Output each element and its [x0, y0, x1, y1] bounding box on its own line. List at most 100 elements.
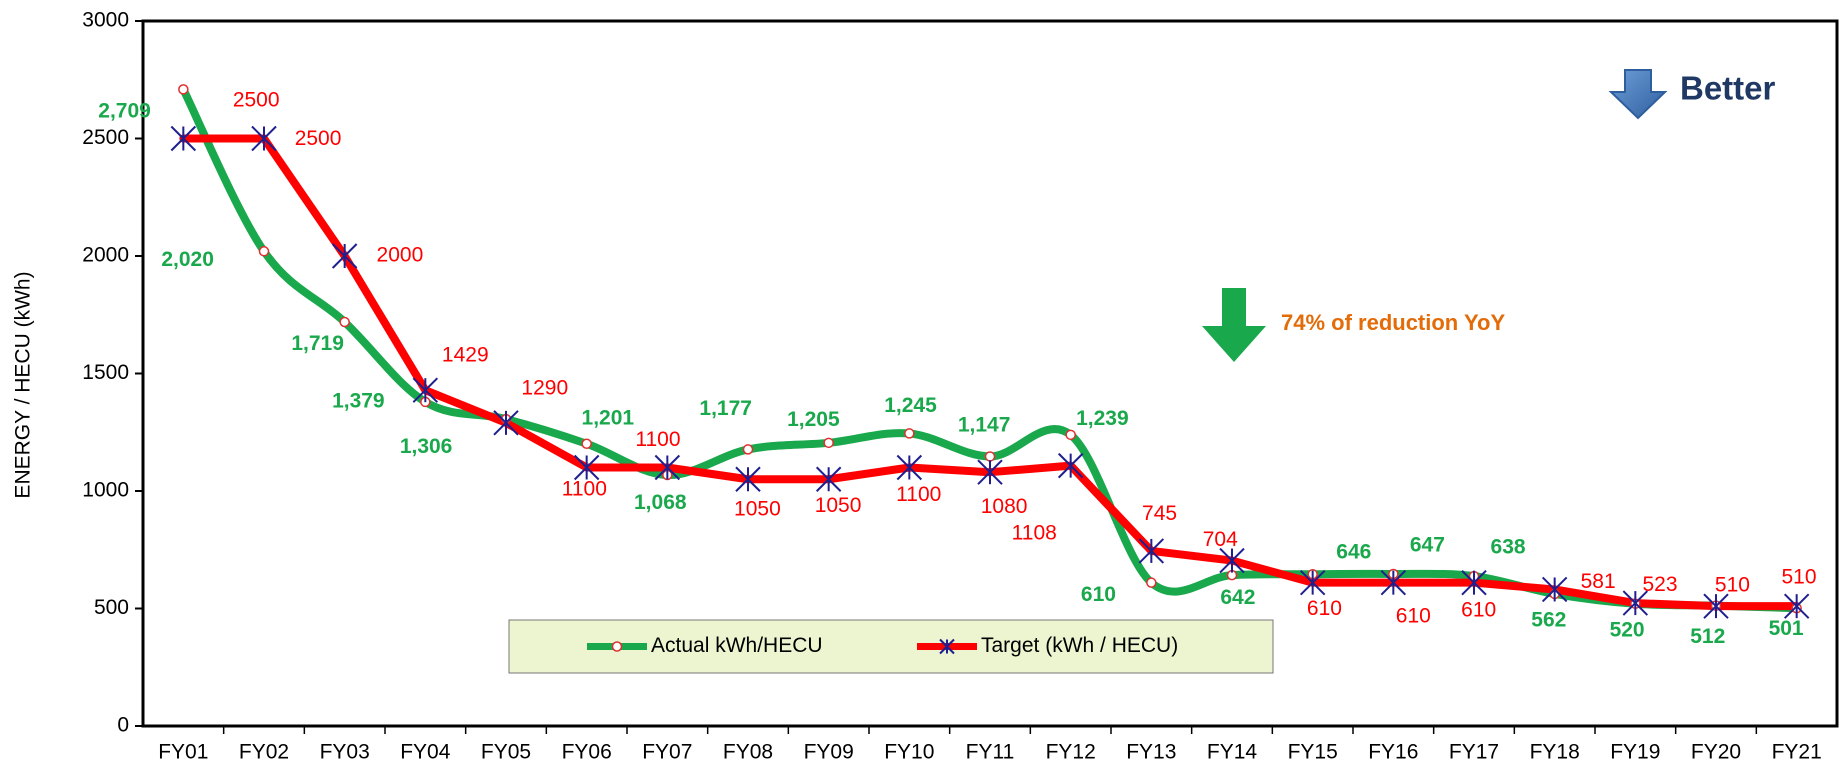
x-tick-label: FY04	[400, 741, 451, 764]
data-label: 1100	[562, 477, 607, 500]
data-label: 2500	[295, 127, 342, 150]
x-tick-label: FY11	[966, 741, 1015, 764]
data-label: 610	[1461, 598, 1496, 621]
target-point	[251, 125, 277, 152]
x-tick-label: FY02	[239, 741, 289, 764]
better-annotation: Better	[1680, 70, 1776, 107]
x-tick-label: FY16	[1368, 741, 1418, 764]
target-point	[815, 466, 842, 492]
data-label: 523	[1642, 573, 1677, 596]
legend-marker	[611, 641, 623, 652]
data-label: 1080	[981, 495, 1028, 518]
series-line	[179, 85, 1801, 613]
x-tick-label: FY17	[1449, 741, 1499, 764]
target-point	[1138, 538, 1165, 564]
target-point	[1622, 590, 1649, 616]
y-tick-label: 2500	[82, 126, 129, 149]
data-label: 610	[1081, 583, 1116, 606]
y-tick-label: 1500	[82, 361, 129, 384]
target-point	[1461, 569, 1487, 596]
data-label: 581	[1581, 570, 1616, 593]
data-label: 1,068	[634, 491, 687, 514]
data-label: 1290	[521, 376, 568, 399]
target-point	[977, 459, 1003, 485]
data-label: 1108	[1012, 521, 1057, 544]
data-label: 1,147	[958, 413, 1011, 436]
data-label: 1050	[734, 497, 781, 520]
target-point	[896, 454, 923, 481]
x-tick-label: FY18	[1530, 741, 1580, 764]
target-point	[1703, 593, 1729, 619]
data-label: 2000	[377, 244, 424, 267]
target-point	[1541, 576, 1568, 603]
data-label: 638	[1491, 535, 1526, 558]
data-label: 610	[1396, 604, 1431, 627]
actual-point	[984, 451, 996, 462]
data-label: 1100	[896, 483, 941, 506]
data-label: 1,239	[1076, 407, 1129, 430]
plot-frame	[141, 19, 1839, 728]
x-tick-label: FY19	[1610, 741, 1660, 764]
data-label: 1050	[815, 494, 862, 517]
actual-point	[904, 428, 915, 439]
x-tick-label: FY09	[804, 741, 854, 764]
x-tick-label: FY01	[158, 741, 208, 764]
x-tick-label: FY08	[723, 741, 773, 764]
data-label: 1100	[635, 428, 680, 451]
reduction-annotation: 74% of reduction YoY	[1281, 310, 1505, 335]
data-label: 510	[1781, 565, 1816, 588]
y-tick-label: 3000	[82, 9, 129, 32]
data-label: 1,379	[332, 389, 385, 412]
data-label: 610	[1307, 597, 1342, 620]
x-tick-label: FY05	[481, 741, 531, 764]
target-point	[1380, 569, 1407, 596]
legend-label: Target (kWh / HECU)	[981, 634, 1178, 657]
target-point	[331, 243, 358, 269]
x-tick-label: FY07	[642, 741, 692, 764]
data-label: 647	[1410, 533, 1445, 556]
series-layer	[179, 85, 1801, 613]
data-label: 2500	[233, 88, 280, 111]
x-tick-label: FY06	[562, 741, 612, 764]
legend-label: Actual kWh/HECU	[651, 634, 823, 657]
data-label: 1,177	[699, 397, 752, 420]
data-label: 704	[1203, 528, 1238, 551]
y-axis-label: ENERGY / HECU (kWh)	[12, 271, 35, 498]
x-tick-label: FY15	[1288, 741, 1338, 764]
target-point	[170, 125, 197, 152]
data-label: 1,201	[582, 407, 635, 430]
actual-point	[742, 444, 754, 455]
data-label: 562	[1531, 609, 1566, 632]
actual-point	[258, 246, 270, 257]
x-tick-label: FY20	[1691, 741, 1741, 764]
data-label: 1429	[442, 344, 489, 367]
y-tick-label: 0	[117, 714, 129, 737]
y-tick-label: 2000	[82, 244, 129, 267]
data-label: 2,020	[161, 248, 214, 271]
target-point	[1299, 569, 1326, 596]
data-label: 745	[1142, 502, 1177, 525]
target-point	[1057, 452, 1084, 479]
data-label: 512	[1690, 625, 1725, 648]
data-label: 642	[1220, 586, 1255, 609]
x-tick-label: FY03	[320, 741, 370, 764]
y-tick-label: 1000	[82, 479, 129, 502]
actual-point	[1146, 577, 1157, 588]
data-label: 510	[1715, 574, 1750, 597]
x-tick-label: FY13	[1126, 741, 1176, 764]
data-label: 1,719	[291, 332, 344, 355]
target-point	[1219, 547, 1245, 574]
series-line	[179, 134, 1801, 611]
target-point	[412, 377, 439, 403]
actual-point	[581, 438, 592, 450]
x-tick-label: FY14	[1207, 741, 1258, 764]
target-point	[735, 466, 761, 492]
label-layer: 2,709 2,020 1,719 1,379 1,306 1,201 1,068 1,177…	[98, 88, 1816, 648]
actual-point	[178, 84, 189, 95]
actual-point	[339, 316, 350, 328]
marker-layer	[170, 84, 1810, 619]
target-point	[493, 410, 519, 436]
actual-point	[1065, 429, 1076, 441]
